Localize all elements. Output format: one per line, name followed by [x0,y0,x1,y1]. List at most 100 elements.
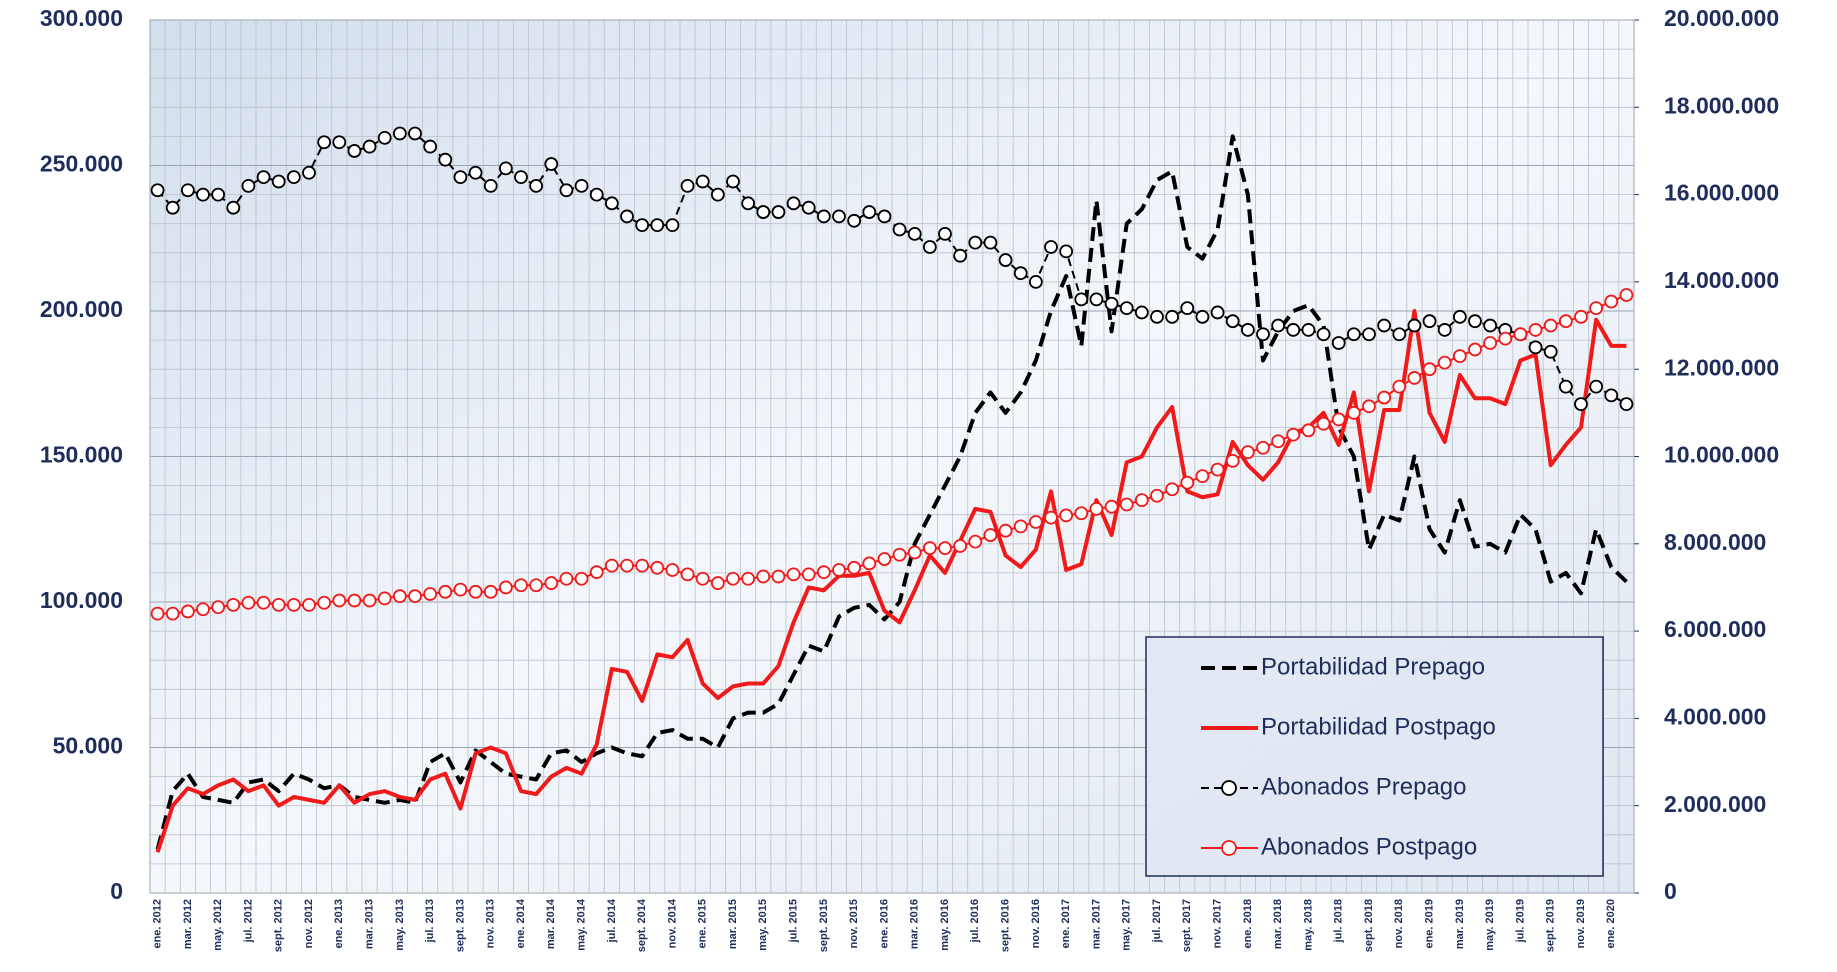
point-marker [1059,508,1074,523]
y2-tick-label: 8.000.000 [1664,529,1766,555]
point-marker [438,152,453,167]
point-marker [559,571,574,586]
legend: Portabilidad Prepago Portabilidad Postpag… [1145,636,1604,877]
x-tick-label: nov. 2019 [1575,899,1587,948]
point-marker [468,165,483,180]
point-marker [150,606,165,621]
point-marker [771,569,786,584]
point-marker [1604,388,1619,403]
y-tick-label: 50.000 [53,733,123,759]
x-tick-label: sept. 2016 [999,899,1011,952]
x-tick-label: sept. 2018 [1363,899,1375,952]
y2-tick-label: 20.000.000 [1664,5,1779,31]
point-marker [1013,519,1028,534]
point-marker [726,174,740,189]
x-tick-label: ene. 2013 [333,899,345,949]
point-marker [1316,416,1331,431]
point-marker [877,209,892,224]
x-tick-label: mar. 2016 [909,899,921,949]
point-marker [665,218,680,233]
point-marker [1028,274,1043,289]
legend-label: Abonados Prepago [1261,773,1467,800]
point-marker [165,200,180,215]
point-marker [286,170,301,185]
point-marker [1225,453,1240,468]
x-tick-label: ene. 2016 [878,899,890,949]
point-marker [635,218,650,233]
point-marker [1604,294,1619,309]
point-marker [468,584,483,599]
point-marker [574,571,589,586]
y2-tick-label: 14.000.000 [1664,267,1779,293]
point-marker [529,178,544,193]
point-marker [1422,314,1437,329]
point-marker [1346,327,1361,342]
point-marker [302,598,316,612]
point-marker [1558,314,1573,329]
point-marker [968,235,983,250]
point-marker [1619,288,1634,302]
x-tick-label: nov. 2018 [1393,899,1405,948]
point-marker [256,170,271,185]
point-marker [620,558,634,573]
point-marker [317,135,332,150]
point-marker [317,595,332,610]
x-tick-label: sept. 2019 [1545,899,1557,952]
point-marker [832,563,846,577]
point-marker [620,209,634,224]
point-marker [907,545,922,560]
point-marker [589,187,604,202]
x-tick-label: may. 2017 [1121,899,1133,951]
point-marker [983,235,998,250]
point-marker [1119,497,1134,512]
x-tick-label: mar. 2019 [1454,899,1466,949]
x-tick-label: ene. 2012 [151,899,163,949]
point-marker [1240,445,1255,460]
point-marker [1165,482,1180,497]
point-marker [1407,371,1422,385]
point-marker [1044,510,1058,525]
point-marker [241,595,256,610]
y-tick-label: 200.000 [40,296,123,322]
point-marker [423,139,438,154]
y2-tick-label: 4.000.000 [1664,703,1766,729]
point-marker [377,130,392,145]
x-tick-label: ene. 2015 [697,899,709,949]
point-marker [1104,296,1119,311]
point-marker [650,560,665,575]
point-marker [832,209,846,224]
point-marker [574,178,589,193]
legend-label: Portabilidad Postpago [1261,713,1496,740]
point-marker [953,539,968,553]
point-marker [1513,327,1528,342]
x-tick-label: may. 2019 [1484,899,1496,951]
point-marker [1165,309,1180,324]
point-marker [392,589,407,604]
point-marker [726,571,740,586]
point-marker [362,139,377,154]
point-marker [226,598,241,612]
x-tick-label: ene. 2019 [1423,899,1435,949]
point-marker [226,200,241,215]
x-tick-label: mar. 2014 [545,898,557,949]
y2-tick-label: 18.000.000 [1664,92,1779,118]
point-marker [453,582,468,597]
point-marker [862,556,877,571]
x-tick-label: sept. 2015 [818,899,830,952]
point-marker [1528,340,1543,355]
point-marker [847,560,862,575]
point-marker [1028,515,1043,529]
point-marker [680,178,695,193]
point-marker [1134,493,1149,508]
x-tick-label: nov. 2016 [1030,899,1042,948]
point-marker [1437,323,1452,337]
legend-marker [1221,780,1237,796]
x-tick-label: may. 2014 [575,898,587,951]
point-marker [801,200,816,215]
point-marker [1498,331,1513,346]
point-marker [1074,506,1089,521]
point-marker [1543,318,1558,333]
point-marker [1210,462,1225,477]
point-marker [1256,327,1270,342]
